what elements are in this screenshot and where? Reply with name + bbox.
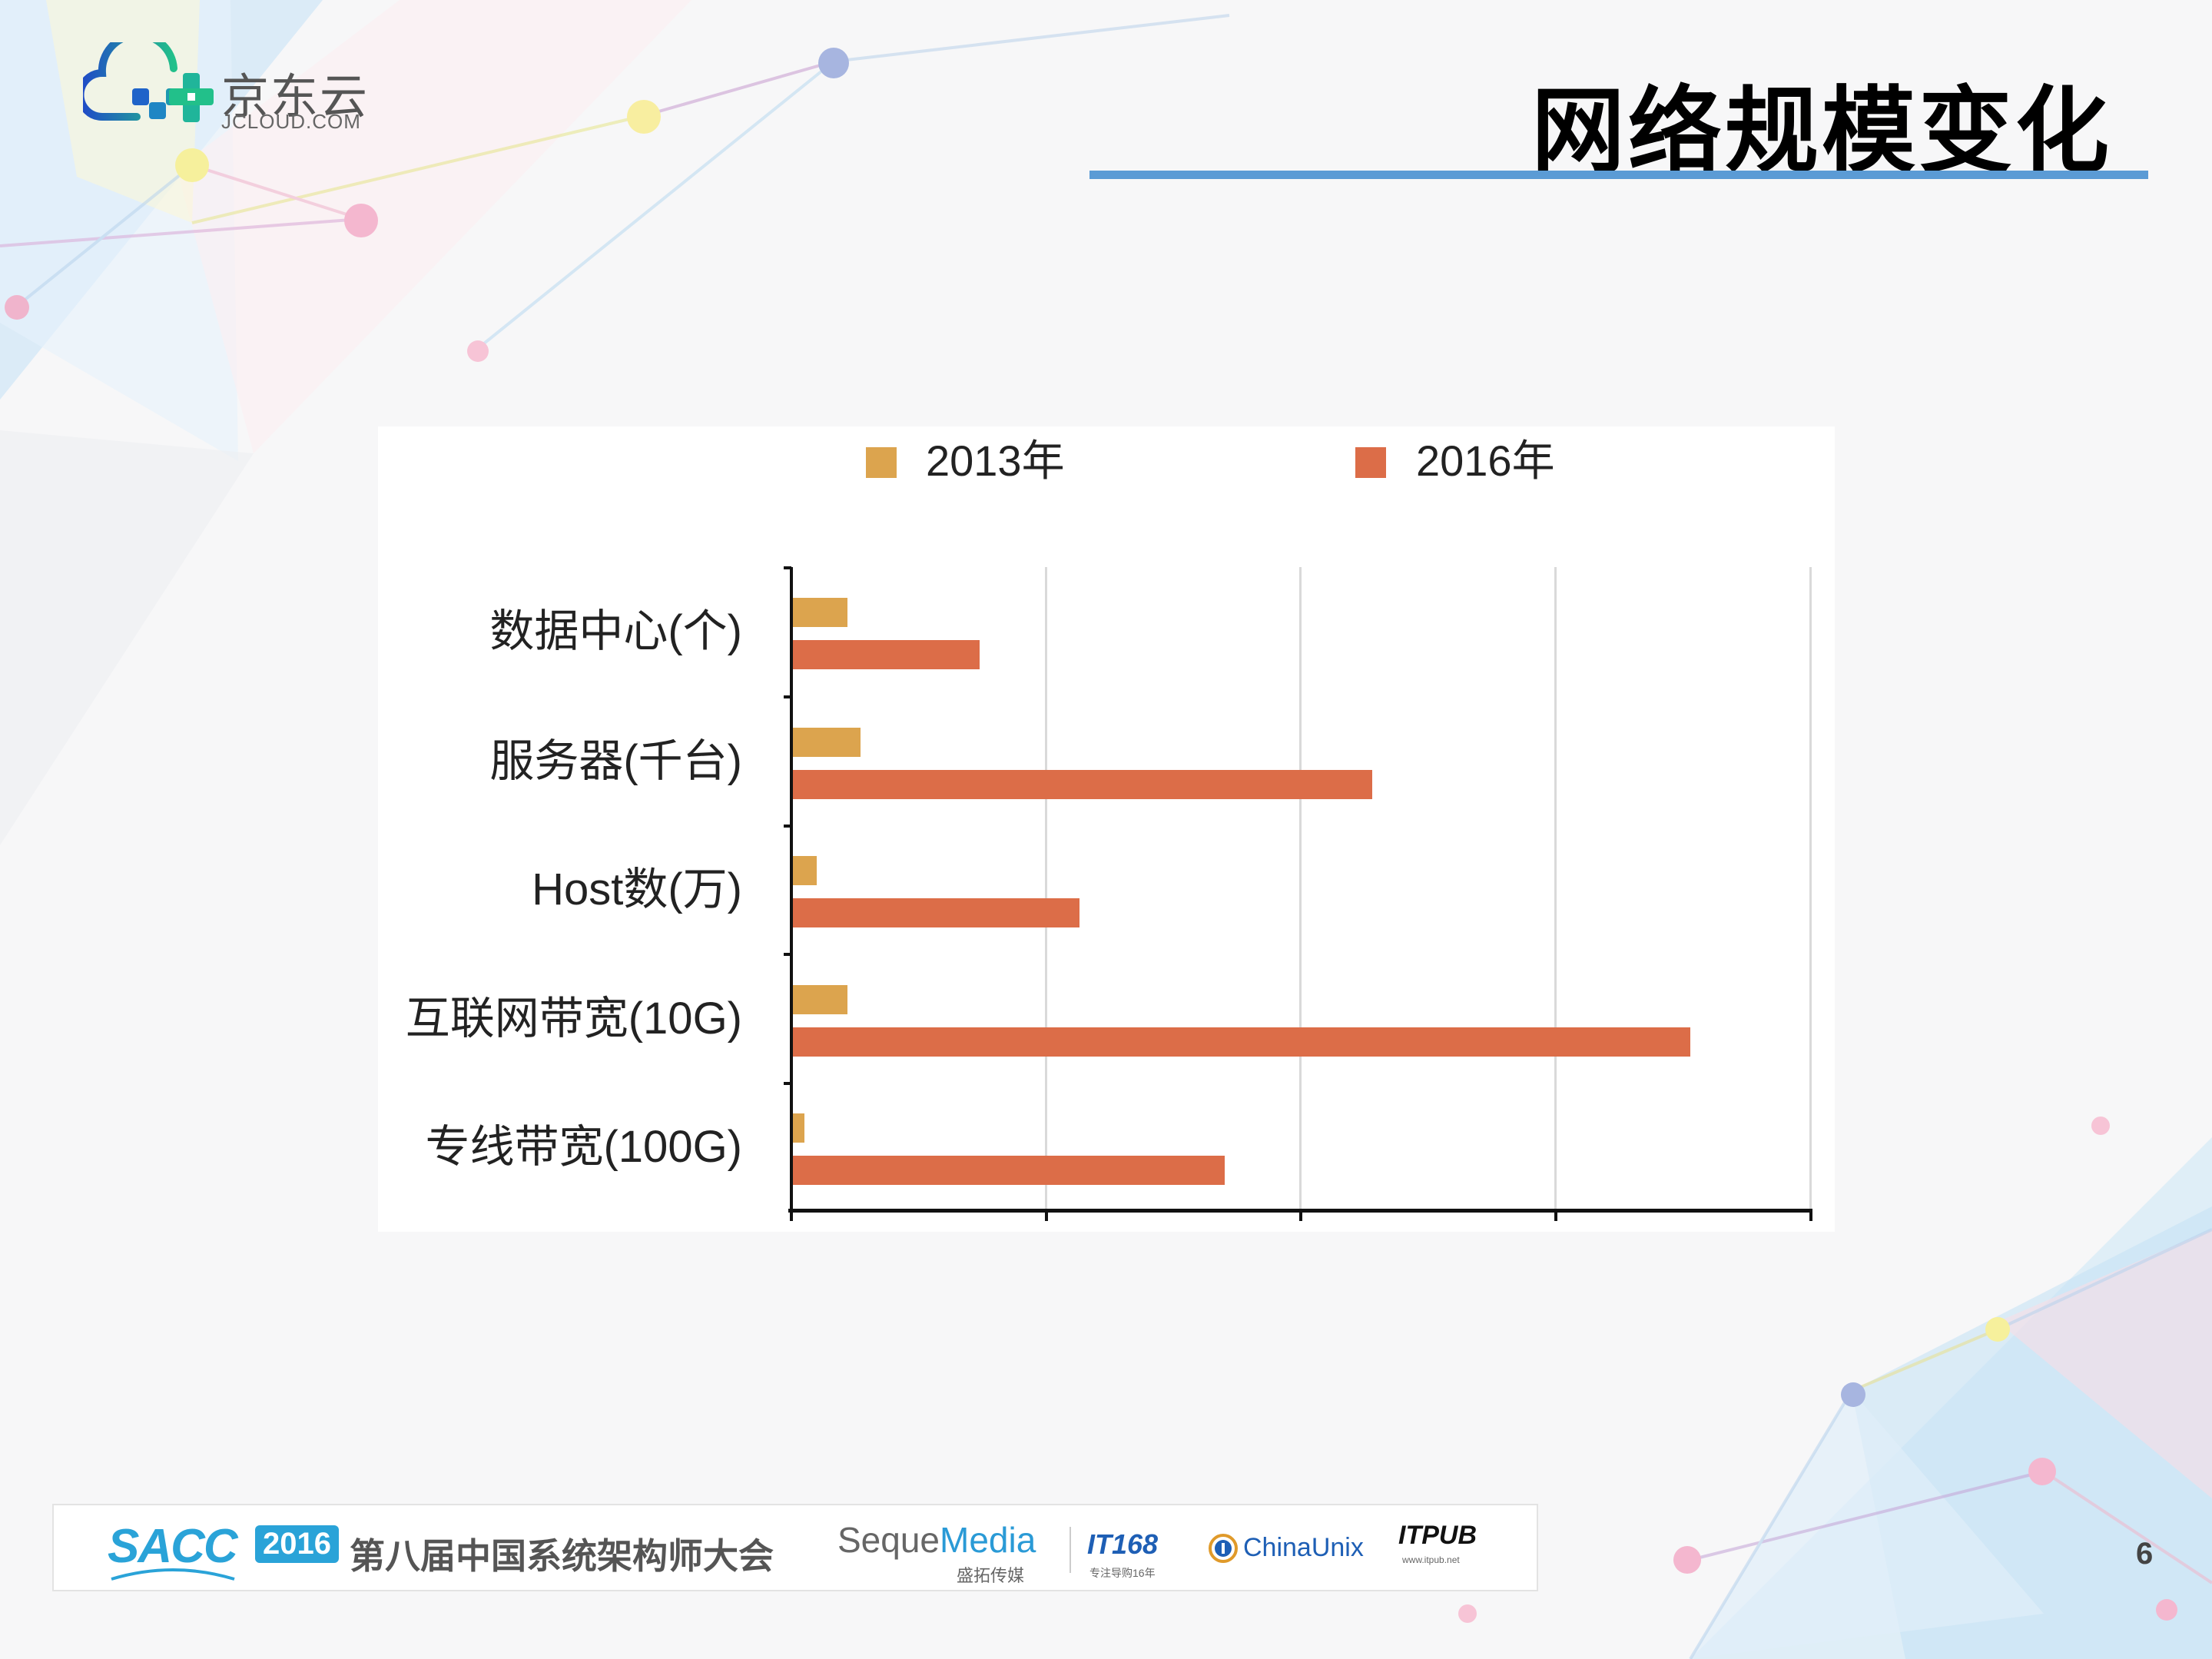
cloud-logo-icon <box>83 42 214 122</box>
x-tick <box>1299 1210 1302 1221</box>
gridline-4 <box>1809 567 1812 1210</box>
category-label-hosts: Host数(万) <box>532 864 742 914</box>
y-tick <box>784 953 791 956</box>
itpub-url: www.itpub.net <box>1402 1554 1460 1565</box>
media-text: Media <box>940 1520 1036 1560</box>
category-label-leased-line-bandwidth: 专线带宽(100G) <box>425 1122 742 1172</box>
sacc-swoosh-icon <box>111 1568 235 1581</box>
sacc-logo: SACC <box>108 1520 238 1573</box>
legend-swatch-2013 <box>866 447 897 478</box>
category-label-datacenter: 数据中心(个) <box>489 606 742 656</box>
it168-tagline: 专注导购16年 <box>1089 1567 1156 1579</box>
x-tick <box>1809 1210 1812 1221</box>
x-tick <box>1045 1210 1048 1221</box>
bar-2013 <box>791 598 847 627</box>
seque-media-cn: 盛拓传媒 <box>957 1566 1025 1585</box>
itpub-logo: ITPUB <box>1398 1521 1477 1550</box>
x-tick <box>1554 1210 1557 1221</box>
gridline-3 <box>1554 567 1557 1210</box>
page-title: 网络规模变化 <box>1531 79 2112 184</box>
gridline-2 <box>1299 567 1302 1210</box>
sacc-year-badge: 2016 <box>255 1525 339 1563</box>
y-tick <box>784 1082 791 1085</box>
y-tick <box>784 566 791 569</box>
category-label-internet-bandwidth: 互联网带宽(10G) <box>405 994 742 1044</box>
logo-divider <box>1070 1527 1071 1573</box>
y-axis <box>790 567 793 1213</box>
chart-panel <box>378 426 1835 1232</box>
y-tick <box>784 825 791 828</box>
chinaunix-logo: ChinaUnix <box>1243 1533 1364 1562</box>
conference-name: 第八届中国系统架构师大会 <box>350 1536 774 1576</box>
seque-media-logo: SequeMedia <box>837 1519 1036 1561</box>
logo-text-cn: 京东云 <box>221 71 370 124</box>
x-tick <box>790 1210 793 1221</box>
bar-2013 <box>791 856 817 885</box>
y-tick <box>784 695 791 698</box>
bar-2016 <box>791 1156 1225 1185</box>
bar-2016 <box>791 640 980 669</box>
title-underline <box>1089 171 2148 179</box>
legend-label-2013: 2013年 <box>926 436 1065 485</box>
it168-logo: IT168 <box>1087 1528 1159 1560</box>
page-number: 6 <box>2136 1537 2154 1571</box>
footer-banner: SACC 2016 第八届中国系统架构师大会 SequeMedia 盛拓传媒 I… <box>52 1504 1538 1591</box>
bar-2016 <box>791 898 1079 927</box>
legend-label-2016: 2016年 <box>1416 436 1555 485</box>
bar-2016 <box>791 1027 1690 1057</box>
bar-2013 <box>791 728 861 757</box>
bar-2016 <box>791 770 1372 799</box>
gridline-1 <box>1045 567 1047 1210</box>
logo-text-en: JCLOUD.COM <box>221 110 361 133</box>
category-label-servers: 服务器(千台) <box>489 736 742 786</box>
bar-2013 <box>791 985 847 1014</box>
legend-swatch-2016 <box>1355 447 1386 478</box>
chinaunix-icon <box>1209 1534 1238 1563</box>
seque-text: Seque <box>837 1520 940 1560</box>
bar-2013 <box>791 1113 804 1143</box>
jcloud-logo: 京东云 JCLOUD.COM <box>83 42 383 133</box>
